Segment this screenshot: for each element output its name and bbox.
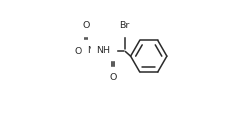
Text: NH: NH bbox=[96, 46, 110, 55]
Text: O: O bbox=[74, 47, 82, 56]
Text: Br: Br bbox=[120, 21, 130, 30]
Text: O: O bbox=[82, 21, 90, 30]
Text: CH₃: CH₃ bbox=[70, 47, 87, 56]
Text: NH: NH bbox=[87, 46, 101, 55]
Text: O: O bbox=[109, 73, 117, 82]
